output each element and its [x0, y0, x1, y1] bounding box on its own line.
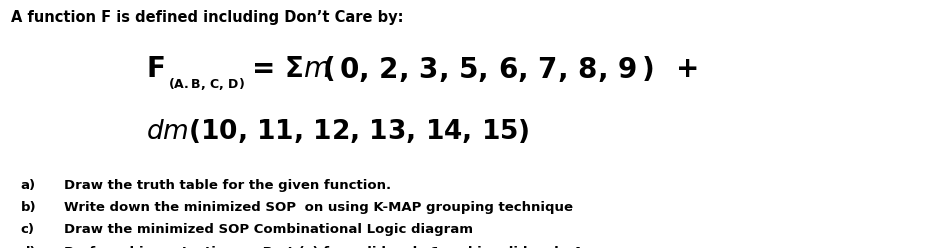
Text: Write down the minimized SOP: Write down the minimized SOP: [64, 201, 301, 214]
Text: Draw the minimized SOP Combinational Logic diagram: Draw the minimized SOP Combinational Log…: [64, 223, 473, 236]
Text: $\mathbf{F}$: $\mathbf{F}$: [146, 56, 164, 83]
Text: $\mathbf{=\,\boldsymbol{\Sigma}\mathit{m}}$: $\mathbf{=\,\boldsymbol{\Sigma}\mathit{m…: [246, 56, 331, 83]
Text: $\mathbf{(A.B,\,C,\,D)}$: $\mathbf{(A.B,\,C,\,D)}$: [168, 76, 245, 92]
Text: $\boldsymbol{\mathit{dm}}\mathbf{(10,\,11,\,12,\,13,\,14,\,15)}$: $\boldsymbol{\mathit{dm}}\mathbf{(10,\,1…: [146, 118, 529, 145]
Text: Bulletpoints: Bulletpoints: [232, 206, 304, 216]
Text: $\mathbf{(\,0,\,2,\,3,\,5,\,6,\,7,\,8,\,9\,)}$: $\mathbf{(\,0,\,2,\,3,\,5,\,6,\,7,\,8,\,…: [322, 55, 654, 84]
Text: A function F is defined including Don’t Care by:: A function F is defined including Don’t …: [11, 10, 404, 25]
Text: on using K-MAP grouping technique: on using K-MAP grouping technique: [300, 201, 572, 214]
Text: a): a): [21, 179, 36, 191]
Text: Draw the truth table for the given function.: Draw the truth table for the given funct…: [64, 179, 391, 191]
Text: d): d): [21, 246, 37, 248]
Text: b): b): [21, 201, 37, 214]
Text: c): c): [21, 223, 35, 236]
Text: $\mathbf{+}$: $\mathbf{+}$: [675, 56, 697, 83]
Text: Perform binary testing on Part (c) for valid code 1 and invalid code 4: Perform binary testing on Part (c) for v…: [64, 246, 582, 248]
